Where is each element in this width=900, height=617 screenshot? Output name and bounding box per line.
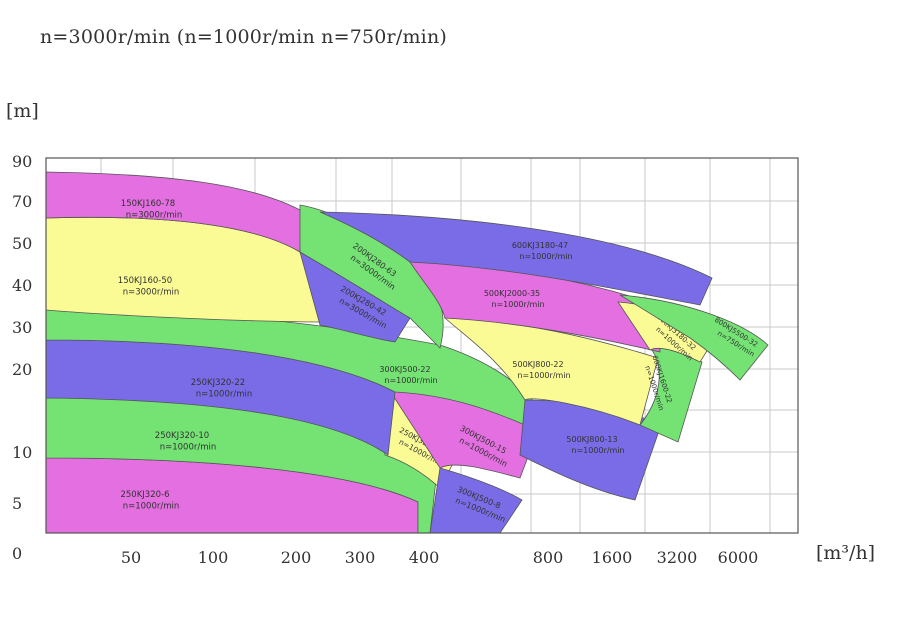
y-tick-label: 30	[12, 318, 32, 337]
speed-label: n=1000r/min	[384, 376, 437, 385]
plot-frame	[45, 157, 799, 534]
y-tick-label: 50	[12, 234, 32, 253]
speed-label: n=1000r/min	[160, 443, 217, 453]
region-area	[319, 211, 713, 306]
model-label: 250KJ320-10	[155, 431, 209, 441]
region-label: 250KJ320-10 n=1000r/min	[155, 431, 216, 453]
pump-region-300kj500-8: 300KJ500-8n=1000r/min	[429, 467, 523, 534]
speed-label: n=1000r/min	[491, 300, 544, 309]
y-tick-label: 40	[12, 276, 32, 295]
x-tick-label: 400	[409, 548, 440, 567]
y-axis-unit: [m]	[6, 100, 39, 122]
speed-label: n=1000r/min	[196, 390, 253, 400]
y-tick-label: 5	[12, 494, 22, 513]
model-label: 250KJ320-22	[191, 378, 245, 388]
x-tick-label: 3200	[657, 548, 698, 567]
region-label: 250KJ320-22 n=1000r/min	[191, 378, 252, 400]
region-label: 500KJ2000-35 n=1000r/min	[484, 289, 545, 309]
region-label: 300KJ500-22 n=1000r/min	[379, 365, 437, 385]
speed-label: n=1000r/min	[517, 371, 570, 380]
x-tick-label: 300	[345, 548, 376, 567]
pump-region-200kj280-63: 200KJ280-63n=3000r/min	[299, 204, 444, 349]
model-label: 250KJ320-6	[120, 490, 169, 500]
y-tick-label: 90	[12, 152, 32, 171]
speed-label: n=1000r/min	[519, 252, 572, 261]
region-label: 500KJ800-13 n=1000r/min	[566, 435, 624, 455]
model-label: 300KJ500-22	[379, 365, 430, 374]
region-label: 500KJ800-22 n=1000r/min	[512, 360, 570, 380]
speed-label: n=1000r/min	[571, 446, 624, 455]
x-tick-label: 100	[198, 548, 229, 567]
model-label: 500KJ800-22	[512, 360, 563, 369]
region-label: 150KJ160-78 n=3000r/min	[121, 199, 182, 221]
x-tick-label: 800	[533, 548, 564, 567]
model-label: 500KJ800-13	[566, 435, 617, 444]
model-label: 150KJ160-78	[121, 199, 175, 209]
pump-region-300kj500-15: 300KJ500-15n=1000r/min	[387, 387, 541, 479]
region-label: 600KJ3180-47 n=1000r/min	[512, 241, 573, 261]
speed-label: n=3000r/min	[123, 288, 180, 298]
region-area	[429, 467, 523, 534]
model-label: 150KJ160-50	[118, 276, 172, 286]
region-label: 250KJ320-6 n=1000r/min	[120, 490, 179, 512]
y-tick-label: 70	[12, 192, 32, 211]
chart-title: n=3000r/min (n=1000r/min n=750r/min)	[40, 26, 447, 48]
y-tick-labels: 0 5 10 20 30 40 50 70 90	[12, 152, 32, 563]
region-label: 150KJ160-50 n=3000r/min	[118, 276, 179, 298]
x-tick-labels: 50 100 200 300 400 800 1600 3200 6000	[121, 548, 759, 567]
x-tick-label: 200	[281, 548, 312, 567]
y-tick-label: 10	[12, 443, 32, 462]
x-tick-label: 50	[121, 548, 141, 567]
speed-label: n=3000r/min	[126, 211, 183, 221]
model-label: 500KJ2000-35	[484, 289, 540, 298]
x-tick-label: 6000	[718, 548, 759, 567]
region-area	[619, 294, 769, 381]
pump-region-600kj3180-47: 600KJ3180-47 n=1000r/min	[319, 211, 713, 306]
y-tick-label: 0	[12, 544, 22, 563]
pump-regions: 250KJ320-6 n=1000r/min 250KJ320-10 n=1000r/…	[45, 171, 769, 534]
y-tick-label: 20	[12, 360, 32, 379]
x-tick-label: 1600	[592, 548, 633, 567]
speed-label: n=1000r/min	[123, 502, 180, 512]
model-label: 600KJ3180-47	[512, 241, 568, 250]
x-axis-unit: [m³/h]	[816, 542, 875, 564]
